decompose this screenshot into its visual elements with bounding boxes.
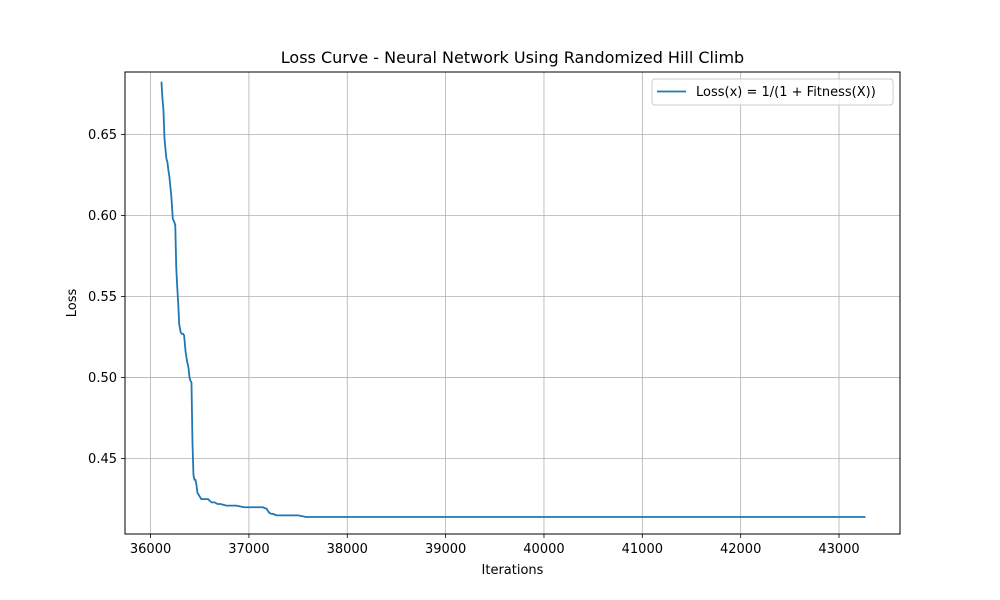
- x-tick-label: 37000: [228, 542, 269, 557]
- y-axis-label: Loss: [65, 289, 80, 318]
- y-tick-label: 0.60: [88, 209, 117, 224]
- x-axis-ticks: 36000 37000 38000 39000 40000 41000 42000 43000: [130, 534, 860, 557]
- x-tick-label: 38000: [327, 542, 368, 557]
- x-tick-label: 40000: [523, 542, 564, 557]
- legend-label-loss: Loss(x) = 1/(1 + Fitness(X)): [696, 85, 876, 100]
- y-tick-label: 0.55: [88, 290, 117, 305]
- x-tick-label: 43000: [818, 542, 859, 557]
- plot-area-background: [125, 72, 900, 534]
- series-line-loss: [160, 81, 866, 518]
- x-tick-label: 41000: [622, 542, 663, 557]
- y-axis-ticks: 0.45 0.50 0.55 0.60 0.65: [88, 128, 125, 467]
- x-tick-label: 42000: [720, 542, 761, 557]
- y-tick-label: 0.50: [88, 371, 117, 386]
- series-layer: [160, 81, 866, 518]
- y-tick-label: 0.65: [88, 128, 117, 143]
- legend: Loss(x) = 1/(1 + Fitness(X)): [651, 78, 894, 106]
- legend-box: [651, 78, 894, 106]
- x-tick-label: 36000: [130, 542, 171, 557]
- x-axis-label: Iterations: [482, 563, 544, 578]
- x-tick-label: 39000: [425, 542, 466, 557]
- plot-frame: [124, 71, 901, 535]
- chart-title: Loss Curve - Neural Network Using Random…: [281, 48, 744, 67]
- y-tick-label: 0.45: [88, 452, 117, 467]
- grid-lines: [125, 72, 900, 534]
